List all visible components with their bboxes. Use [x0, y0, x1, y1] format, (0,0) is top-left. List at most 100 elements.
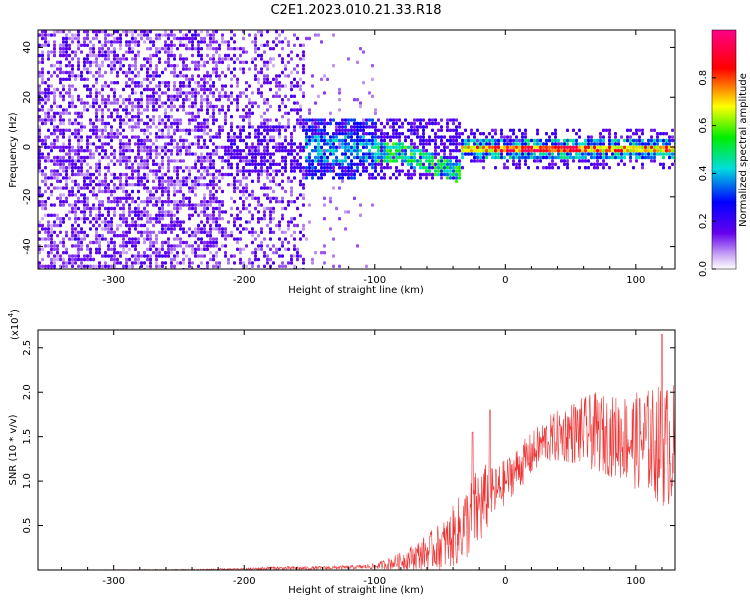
heatmap-cell — [65, 70, 68, 75]
heatmap-cell — [101, 183, 104, 187]
heatmap-cell — [92, 257, 95, 262]
heatmap-cell — [83, 36, 86, 41]
heatmap-cell — [176, 261, 179, 265]
heatmap-cell — [524, 132, 527, 136]
heatmap-cell — [65, 247, 68, 251]
heatmap-cell — [311, 74, 314, 78]
heatmap-cell — [419, 138, 422, 143]
heatmap-cell — [83, 176, 86, 180]
heatmap-cell — [494, 166, 497, 170]
heatmap-cell — [134, 261, 137, 265]
heatmap-cell — [323, 166, 326, 170]
heatmap-cell — [620, 135, 623, 139]
heatmap-cell — [668, 135, 671, 139]
heatmap-cell — [50, 172, 53, 177]
heatmap-cell — [554, 155, 557, 160]
heatmap-cell — [119, 213, 122, 217]
heatmap-cell — [446, 166, 449, 170]
heatmap-cell — [344, 121, 347, 126]
heatmap-cell — [314, 33, 317, 37]
heatmap-cell — [206, 213, 209, 217]
heatmap-cell — [302, 128, 305, 132]
heatmap-cell — [242, 186, 245, 190]
heatmap-cell — [200, 176, 203, 180]
heatmap-cell — [545, 142, 548, 146]
heatmap-cell — [314, 149, 317, 153]
heatmap-cell — [65, 33, 68, 37]
heatmap-cell — [194, 135, 197, 139]
heatmap-cell — [299, 230, 302, 234]
heatmap-cell — [458, 121, 461, 126]
heatmap-cell — [59, 254, 62, 258]
heatmap-cell — [209, 203, 212, 207]
heatmap-cell — [125, 142, 128, 146]
heatmap-cell — [503, 149, 506, 153]
heatmap-cell — [92, 128, 95, 132]
heatmap-cell — [230, 125, 233, 129]
heatmap-cell — [149, 193, 152, 197]
heatmap-cell — [131, 261, 134, 265]
heatmap-cell — [68, 60, 71, 64]
heatmap-cell — [419, 152, 422, 156]
heatmap-cell — [281, 57, 284, 61]
heatmap-cell — [143, 121, 146, 126]
heatmap-cell — [212, 40, 215, 44]
heatmap-cell — [266, 196, 269, 200]
heatmap-cell — [152, 53, 155, 58]
heatmap-cell — [638, 149, 641, 153]
heatmap-cell — [374, 176, 377, 180]
heatmap-cell — [581, 149, 584, 153]
heatmap-cell — [50, 240, 53, 245]
heatmap-cell — [209, 115, 212, 119]
heatmap-cell — [434, 142, 437, 146]
heatmap-cell — [464, 152, 467, 156]
heatmap-cell — [272, 159, 275, 163]
heatmap-cell — [284, 94, 287, 98]
heatmap-cell — [86, 70, 89, 75]
heatmap-cell — [425, 172, 428, 177]
heatmap-cell — [164, 108, 167, 112]
heatmap-cell — [440, 149, 443, 153]
heatmap-cell — [575, 152, 578, 156]
heatmap-cell — [137, 108, 140, 112]
heatmap-cell — [506, 145, 509, 149]
heatmap-cell — [59, 115, 62, 119]
heatmap-cell — [257, 125, 260, 129]
heatmap-cell — [266, 152, 269, 156]
heatmap-cell — [113, 118, 116, 122]
heatmap-cell — [158, 186, 161, 190]
heatmap-cell — [479, 145, 482, 149]
heatmap-cell — [155, 172, 158, 177]
heatmap-cell — [113, 64, 116, 68]
heatmap-cell — [71, 230, 74, 234]
heatmap-cell — [266, 60, 269, 64]
heatmap-cell — [263, 217, 266, 221]
heatmap-cell — [269, 81, 272, 85]
heatmap-cell — [353, 98, 356, 102]
heatmap-cell — [152, 149, 155, 153]
heatmap-cell — [113, 162, 116, 166]
heatmap-cell — [68, 254, 71, 258]
heatmap-cell — [449, 172, 452, 177]
heatmap-cell — [152, 223, 155, 228]
heatmap-cell — [335, 125, 338, 129]
heatmap-cell — [266, 176, 269, 180]
heatmap-cell — [449, 128, 452, 132]
heatmap-cell — [224, 91, 227, 95]
heatmap-cell — [491, 155, 494, 160]
heatmap-cell — [149, 40, 152, 44]
heatmap-cell — [491, 138, 494, 143]
heatmap-cell — [227, 155, 230, 160]
heatmap-cell — [593, 142, 596, 146]
heatmap-cell — [515, 162, 518, 166]
heatmap-cell — [338, 128, 341, 132]
heatmap-cell — [413, 125, 416, 129]
heatmap-cell — [476, 159, 479, 163]
heatmap-cell — [125, 261, 128, 265]
heatmap-cell — [83, 230, 86, 234]
heatmap-cell — [233, 98, 236, 102]
heatmap-cell — [59, 53, 62, 58]
heatmap-cell — [221, 210, 224, 214]
heatmap-cell — [98, 234, 101, 238]
heatmap-cell — [269, 57, 272, 61]
